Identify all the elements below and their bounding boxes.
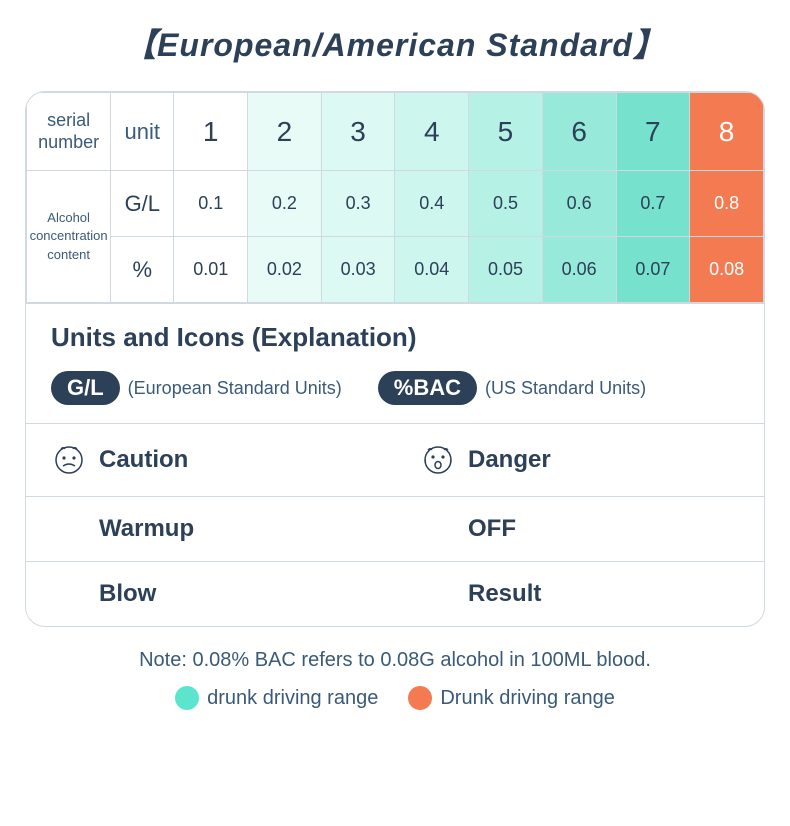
status-grid: Caution Danger Warmup OFF Blow xyxy=(26,423,764,626)
badges-row: G/L (European Standard Units) %BAC (US S… xyxy=(51,371,739,405)
badge-gl-caption: (European Standard Units) xyxy=(128,378,342,399)
status-label: Danger xyxy=(468,446,551,474)
legend-item-teal: drunk driving range xyxy=(175,686,378,710)
legend-dot-teal xyxy=(175,686,199,710)
status-label: Warmup xyxy=(99,515,194,543)
badge-gl: G/L xyxy=(51,371,120,405)
units-section-title: Units and Icons (Explanation) xyxy=(51,322,739,353)
col-6-header: 6 xyxy=(542,93,616,171)
col-3-header: 3 xyxy=(321,93,395,171)
concentration-table: serial number unit 1 2 3 4 5 6 7 8 Alcoh… xyxy=(26,92,764,303)
table-header-row: serial number unit 1 2 3 4 5 6 7 8 xyxy=(27,93,764,171)
table-row: Alcohol concentration content G/L 0.1 0.… xyxy=(27,171,764,237)
unit-header: unit xyxy=(111,93,174,171)
legend-dot-orange xyxy=(408,686,432,710)
legend-item-orange: Drunk driving range xyxy=(408,686,615,710)
cell: 0.02 xyxy=(248,237,322,303)
cell: 0.8 xyxy=(690,171,764,237)
status-warmup: Warmup xyxy=(26,496,395,561)
caution-face-icon xyxy=(51,442,87,478)
status-danger: Danger xyxy=(395,423,764,496)
cell: 0.08 xyxy=(690,237,764,303)
badge-bac: %BAC xyxy=(378,371,477,405)
cell: 0.2 xyxy=(248,171,322,237)
badge-bac-caption: (US Standard Units) xyxy=(485,378,646,399)
cell: 0.7 xyxy=(616,171,690,237)
cell: 0.3 xyxy=(321,171,395,237)
danger-face-icon xyxy=(420,442,456,478)
cell: 0.1 xyxy=(174,171,248,237)
legend-label: drunk driving range xyxy=(207,687,378,710)
status-caution: Caution xyxy=(26,423,395,496)
cell: 0.07 xyxy=(616,237,690,303)
page-container: 【European/American Standard】 serial numb… xyxy=(0,0,790,730)
alcohol-header: Alcohol concentration content xyxy=(27,171,111,303)
cell: 0.03 xyxy=(321,237,395,303)
col-8-header: 8 xyxy=(690,93,764,171)
col-1-header: 1 xyxy=(174,93,248,171)
col-2-header: 2 xyxy=(248,93,322,171)
legend-label: Drunk driving range xyxy=(440,687,615,710)
status-blow: Blow xyxy=(26,561,395,626)
footnote: Note: 0.08% BAC refers to 0.08G alcohol … xyxy=(25,649,765,672)
cell: 0.4 xyxy=(395,171,469,237)
cell: 0.04 xyxy=(395,237,469,303)
status-label: Caution xyxy=(99,446,188,474)
col-4-header: 4 xyxy=(395,93,469,171)
status-label: OFF xyxy=(468,515,516,543)
unit-gl: G/L xyxy=(111,171,174,237)
status-result: Result xyxy=(395,561,764,626)
cell: 0.01 xyxy=(174,237,248,303)
cell: 0.06 xyxy=(542,237,616,303)
serial-header: serial number xyxy=(27,93,111,171)
cell: 0.5 xyxy=(469,171,543,237)
info-card: serial number unit 1 2 3 4 5 6 7 8 Alcoh… xyxy=(25,91,765,627)
cell: 0.6 xyxy=(542,171,616,237)
page-title: 【European/American Standard】 xyxy=(25,20,765,66)
col-5-header: 5 xyxy=(469,93,543,171)
col-7-header: 7 xyxy=(616,93,690,171)
status-label: Result xyxy=(468,580,541,608)
status-off: OFF xyxy=(395,496,764,561)
legend: drunk driving range Drunk driving range xyxy=(25,686,765,710)
status-label: Blow xyxy=(99,580,156,608)
table-row: % 0.01 0.02 0.03 0.04 0.05 0.06 0.07 0.0… xyxy=(27,237,764,303)
units-section: Units and Icons (Explanation) G/L (Europ… xyxy=(26,303,764,423)
cell: 0.05 xyxy=(469,237,543,303)
unit-percent: % xyxy=(111,237,174,303)
